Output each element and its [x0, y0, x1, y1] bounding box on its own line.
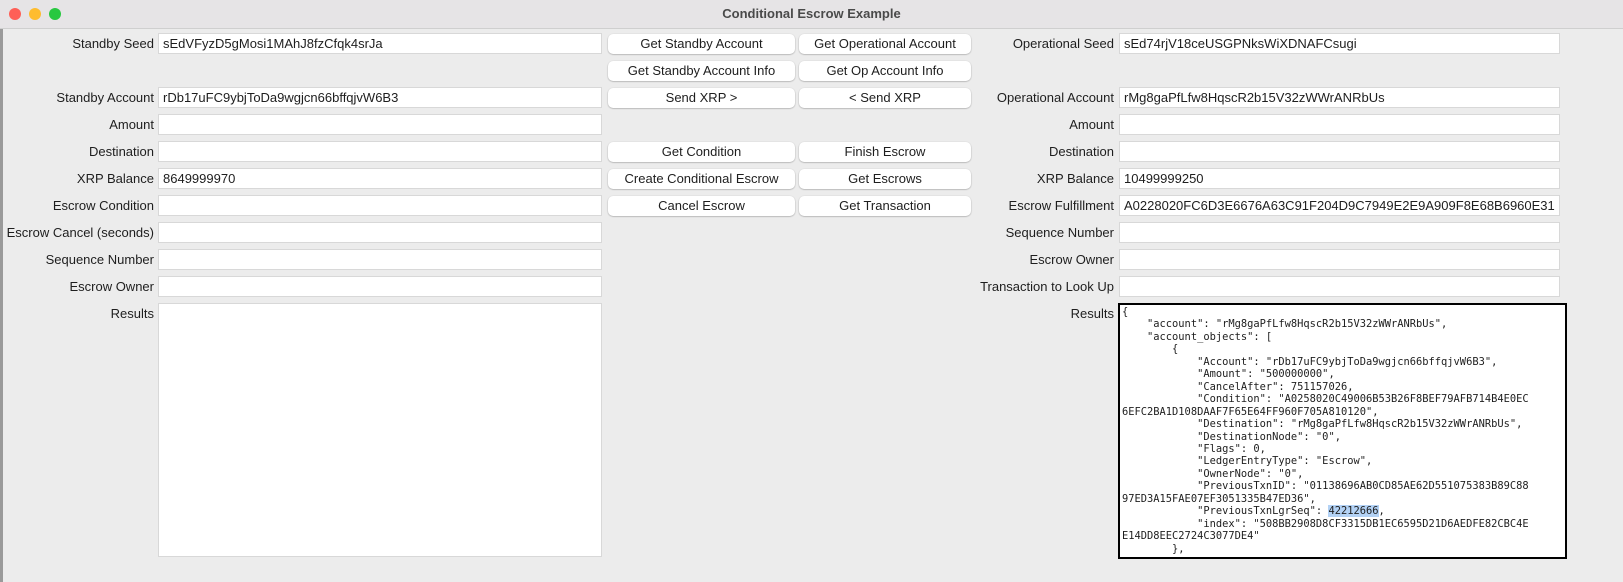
send-xrp-button[interactable]: Send XRP >: [608, 88, 795, 108]
get-standby-account-button[interactable]: Get Standby Account: [608, 34, 795, 54]
operational-escrow-owner-label: Escrow Owner: [1029, 252, 1114, 267]
standby-escrow-cancel-seconds-input[interactable]: [158, 222, 602, 243]
standby-results-textarea[interactable]: [158, 303, 602, 557]
standby-amount-label: Amount: [109, 117, 154, 132]
operational-results-textarea[interactable]: { "account": "rMg8gaPfLfw8HqscR2b15V32zW…: [1118, 303, 1567, 559]
operational-operational-account-label: Operational Account: [996, 90, 1114, 105]
get-standby-account-info-button[interactable]: Get Standby Account Info: [608, 61, 795, 81]
get-escrows-button[interactable]: Get Escrows: [799, 169, 971, 189]
get-operational-account-button[interactable]: Get Operational Account: [799, 34, 971, 54]
get-condition-button[interactable]: Get Condition: [608, 142, 795, 162]
standby-escrow-condition-label: Escrow Condition: [52, 198, 154, 213]
close-window-icon[interactable]: [9, 8, 21, 20]
operational-sequence-number-label: Sequence Number: [1005, 225, 1114, 240]
window-content: [0, 29, 1623, 582]
standby-xrp-balance-label: XRP Balance: [76, 171, 154, 186]
get-transaction-button[interactable]: Get Transaction: [799, 196, 971, 216]
standby-escrow-owner-input[interactable]: [158, 276, 602, 297]
operational-operational-account-input[interactable]: rMg8gaPfLfw8HqscR2b15V32zWWrANRbUs: [1119, 87, 1560, 108]
standby-escrow-condition-input[interactable]: [158, 195, 602, 216]
standby-standby-account-label: Standby Account: [56, 90, 154, 105]
standby-xrp-balance-input[interactable]: 8649999970: [158, 168, 602, 189]
send-xrp-button[interactable]: < Send XRP: [799, 88, 971, 108]
minimize-window-icon[interactable]: [29, 8, 41, 20]
zoom-window-icon[interactable]: [49, 8, 61, 20]
cancel-escrow-button[interactable]: Cancel Escrow: [608, 196, 795, 216]
standby-escrow-cancel-seconds-label: Escrow Cancel (seconds): [6, 225, 154, 240]
results-text-tail: , "index": "508BB2908D8CF3315DB1EC6595D2…: [1122, 505, 1529, 555]
results-text: { "account": "rMg8gaPfLfw8HqscR2b15V32zW…: [1122, 306, 1529, 518]
operational-escrow-owner-input[interactable]: [1119, 249, 1560, 270]
standby-amount-input[interactable]: [158, 114, 602, 135]
operational-sequence-number-input[interactable]: [1119, 222, 1560, 243]
operational-escrow-fulfillment-label: Escrow Fulfillment: [1008, 198, 1114, 213]
create-conditional-escrow-button[interactable]: Create Conditional Escrow: [608, 169, 795, 189]
operational-operational-seed-input[interactable]: sEd74rjV18ceUSGPNksWiXDNAFCsugi: [1119, 33, 1560, 54]
operational-transaction-to-look-up-label: Transaction to Look Up: [980, 279, 1114, 294]
standby-destination-input[interactable]: [158, 141, 602, 162]
get-op-account-info-button[interactable]: Get Op Account Info: [799, 61, 971, 81]
standby-standby-account-input[interactable]: rDb17uFC9ybjToDa9wgjcn66bffqjvW6B3: [158, 87, 602, 108]
standby-results-label: Results: [110, 306, 154, 321]
operational-escrow-fulfillment-input[interactable]: A0228020FC6D3E6676A63C91F204D9C7949E2E9A…: [1119, 195, 1560, 216]
standby-standby-seed-input[interactable]: sEdVFyzD5gMosi1MAhJ8fzCfqk4srJa: [158, 33, 602, 54]
operational-amount-input[interactable]: [1119, 114, 1560, 135]
standby-sequence-number-input[interactable]: [158, 249, 602, 270]
operational-xrp-balance-label: XRP Balance: [1036, 171, 1114, 186]
operational-destination-input[interactable]: [1119, 141, 1560, 162]
standby-standby-seed-label: Standby Seed: [72, 36, 154, 51]
operational-destination-label: Destination: [1048, 144, 1114, 159]
standby-sequence-number-label: Sequence Number: [45, 252, 154, 267]
operational-amount-label: Amount: [1069, 117, 1114, 132]
standby-destination-label: Destination: [88, 144, 154, 159]
window-title: Conditional Escrow Example: [722, 6, 901, 21]
operational-xrp-balance-input[interactable]: 10499999250: [1119, 168, 1560, 189]
operational-transaction-to-look-up-input[interactable]: [1119, 276, 1560, 297]
selected-text: 42212666: [1328, 505, 1379, 518]
operational-operational-seed-label: Operational Seed: [1012, 36, 1114, 51]
finish-escrow-button[interactable]: Finish Escrow: [799, 142, 971, 162]
title-bar: Conditional Escrow Example: [0, 0, 1623, 29]
operational-results-label: Results: [1070, 306, 1114, 321]
standby-escrow-owner-label: Escrow Owner: [69, 279, 154, 294]
